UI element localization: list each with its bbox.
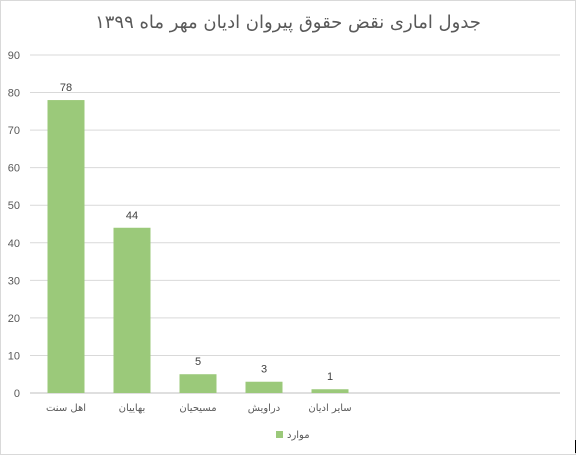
data-labels: 78 44 5 3 1 xyxy=(60,82,333,383)
y-tick-label: 10 xyxy=(8,350,20,362)
data-label: 44 xyxy=(126,210,138,222)
category-label: بهاییان xyxy=(119,403,146,414)
category-label: سایر ادیان xyxy=(308,403,351,414)
y-tick-label: 50 xyxy=(8,200,20,212)
bar xyxy=(47,100,85,394)
data-label: 5 xyxy=(195,356,201,368)
legend-swatch xyxy=(276,431,283,438)
y-tick-label: 80 xyxy=(8,88,20,100)
category-label: مسیحیان xyxy=(179,403,216,414)
y-tick-label: 20 xyxy=(8,313,20,325)
bar xyxy=(113,227,151,393)
y-tick-label: 60 xyxy=(8,163,20,175)
corner-mark xyxy=(575,440,576,453)
x-axis-category-labels: اهل سنت بهاییان مسیحیان دراویش سایر ادیان xyxy=(46,403,352,414)
data-label: 1 xyxy=(327,371,333,383)
y-tick-label: 90 xyxy=(8,50,20,62)
data-label: 78 xyxy=(60,82,72,94)
category-label: اهل سنت xyxy=(46,403,86,414)
bar xyxy=(179,374,217,393)
y-tick-label: 70 xyxy=(8,125,20,137)
bar xyxy=(311,389,349,393)
y-axis-tick-labels: 0 10 20 30 40 50 60 70 80 90 xyxy=(8,50,20,400)
y-tick-label: 0 xyxy=(14,388,20,400)
y-tick-label: 30 xyxy=(8,275,20,287)
chart-title: جدول اماری نقض حقوق پیروان ادیان مهر ماه… xyxy=(95,12,481,33)
bar xyxy=(245,381,283,393)
legend: موارد xyxy=(276,430,310,441)
y-tick-label: 40 xyxy=(8,238,20,250)
bars xyxy=(47,100,349,394)
category-label: دراویش xyxy=(248,403,280,414)
legend-label: موارد xyxy=(287,430,310,441)
gridlines xyxy=(30,54,560,394)
data-label: 3 xyxy=(261,364,267,376)
